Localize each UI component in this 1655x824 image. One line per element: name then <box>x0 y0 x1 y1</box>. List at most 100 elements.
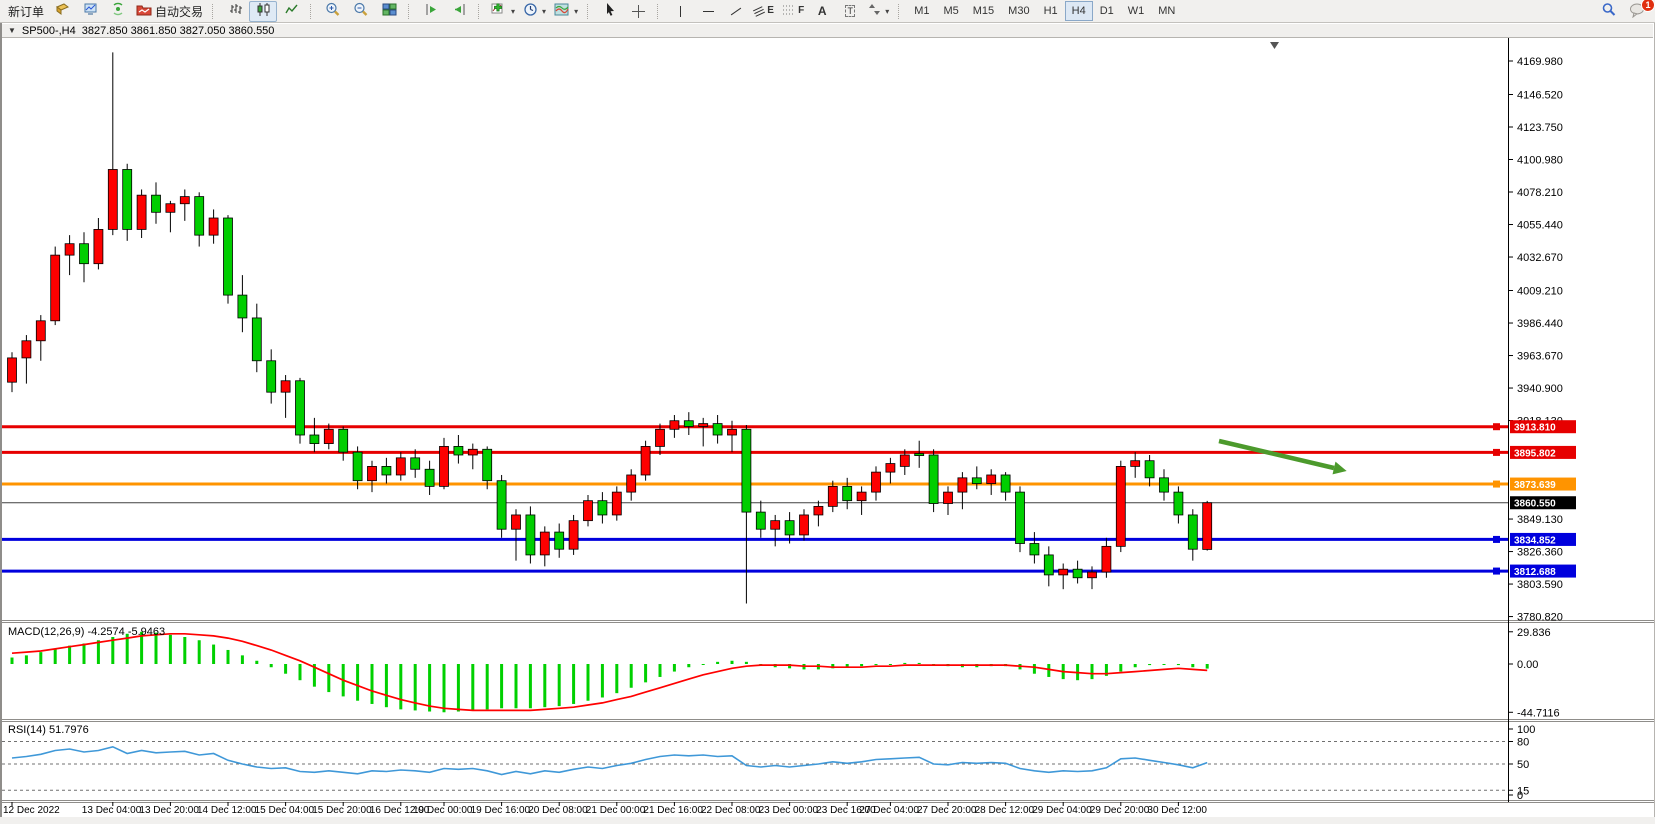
vertical-line-button[interactable] <box>666 1 694 22</box>
toolbar-separator <box>478 3 482 19</box>
macd-histogram-bar <box>903 662 907 664</box>
macd-histogram-bar <box>845 664 849 668</box>
line-handle[interactable] <box>1493 423 1500 431</box>
channel-button[interactable]: E <box>750 1 778 22</box>
periods-button[interactable]: ▾ <box>519 1 550 22</box>
autotrading-button[interactable]: 自动交易 <box>132 1 207 22</box>
candle-body <box>611 491 622 516</box>
macd-histogram-bar <box>428 664 432 712</box>
timeframe-m5[interactable]: M5 <box>943 5 959 17</box>
search-button[interactable] <box>1595 1 1623 22</box>
indicators-icon <box>491 2 507 20</box>
indicators-button[interactable]: ▾ <box>487 1 519 22</box>
timeframe-m15[interactable]: M15 <box>972 5 995 17</box>
market-watch-icon <box>83 2 98 20</box>
chevron-down-icon: ▼ <box>8 26 16 35</box>
candle-body <box>698 423 709 427</box>
market-watch-button[interactable] <box>76 1 104 22</box>
candle-body <box>539 531 550 556</box>
macd-histogram-bar <box>384 664 388 708</box>
chart-header[interactable]: ▼ SP500-,H4 3827.850 3861.850 3827.050 3… <box>2 24 1653 38</box>
candle-body <box>93 229 104 265</box>
fibonacci-button[interactable]: F <box>778 1 808 22</box>
candle-body <box>655 428 665 447</box>
candle-body <box>626 474 637 493</box>
price-tick-label: 4146.520 <box>1517 89 1563 101</box>
price-tick-label: 4078.210 <box>1517 187 1563 199</box>
chevron-down-icon: ▾ <box>542 6 547 16</box>
timeframe-m1[interactable]: M1 <box>914 5 930 17</box>
chart-shift-marker <box>1270 42 1279 49</box>
candle-body <box>482 448 493 482</box>
timeframe-m30[interactable]: M30 <box>1008 5 1030 17</box>
signals-button[interactable] <box>104 1 132 22</box>
trend-arrow-head[interactable] <box>1332 461 1347 475</box>
crosshair-button[interactable] <box>624 1 652 22</box>
text-button[interactable]: A <box>808 1 836 22</box>
templates-button[interactable]: ▾ <box>550 1 582 22</box>
line-handle[interactable] <box>1493 567 1500 575</box>
toolbar-separator <box>657 3 661 19</box>
candle-body <box>251 317 262 362</box>
notifications-button[interactable]: 1 <box>1623 0 1655 22</box>
bar-chart-button[interactable] <box>221 1 249 22</box>
chart-shift-button[interactable] <box>445 1 473 22</box>
journal-button[interactable] <box>48 1 76 22</box>
zoom-in-icon <box>325 2 341 21</box>
macd-histogram-bar <box>111 637 115 664</box>
cursor-button[interactable] <box>596 1 624 22</box>
date-tick-label: 23 Dec 16:00 <box>816 805 876 816</box>
line-handle[interactable] <box>1493 535 1500 543</box>
line-handle[interactable] <box>1493 448 1500 456</box>
zoom-out-button[interactable] <box>347 1 375 22</box>
macd-histogram-bar <box>255 660 259 664</box>
timeframe-h1[interactable]: H1 <box>1043 5 1058 17</box>
macd-histogram-bar <box>1032 664 1036 674</box>
auto-scroll-button[interactable] <box>417 1 445 22</box>
macd-histogram-bar <box>327 664 331 693</box>
candle-body <box>957 477 968 493</box>
macd-histogram-bar <box>96 640 100 664</box>
macd-histogram-bar <box>917 662 921 664</box>
macd-histogram-bar <box>716 661 720 664</box>
price-tick-label: 3826.360 <box>1517 547 1563 559</box>
shapes-button[interactable]: ▾ <box>864 1 893 22</box>
macd-histogram-bar <box>298 664 302 681</box>
line-chart-button[interactable] <box>277 1 305 22</box>
candle-body <box>165 203 176 213</box>
candle-body <box>856 491 867 502</box>
line-handle[interactable] <box>1493 480 1500 488</box>
zoom-in-button[interactable] <box>319 1 347 22</box>
timeframe-mn[interactable]: MN <box>1158 5 1176 17</box>
date-tick-label: 22 Dec 08:00 <box>701 805 761 816</box>
macd-histogram-bar <box>629 664 633 688</box>
candle-body <box>381 466 392 476</box>
date-tick-label: 15 Dec 20:00 <box>312 805 372 816</box>
macd-histogram-bar <box>168 634 172 664</box>
macd-histogram-bar <box>586 664 590 701</box>
horizontal-line-button[interactable] <box>694 1 722 22</box>
candle-body <box>1072 568 1083 579</box>
candle-body <box>683 420 694 427</box>
candle-body <box>1202 502 1213 550</box>
date-tick-label: 14 Dec 12:00 <box>197 805 257 816</box>
macd-histogram-bar <box>672 664 676 672</box>
trendline-button[interactable] <box>722 1 750 22</box>
timeframe-w1[interactable]: W1 <box>1127 5 1145 17</box>
text-label-button[interactable]: T <box>836 1 864 22</box>
shapes-icon <box>868 3 881 19</box>
candle-body <box>1000 474 1011 493</box>
candlestick-button[interactable] <box>249 0 278 22</box>
tile-windows-button[interactable] <box>375 1 403 22</box>
timeframe-h4[interactable]: H4 <box>1064 1 1093 21</box>
timeframe-d1[interactable]: D1 <box>1099 5 1114 17</box>
text-icon: A <box>817 4 827 18</box>
macd-histogram-bar <box>644 664 648 683</box>
trend-arrow-line[interactable] <box>1218 438 1335 471</box>
macd-histogram-bar <box>500 664 504 709</box>
new-order-button[interactable]: 新订单 <box>4 1 48 22</box>
candle-body <box>597 500 608 516</box>
candle-body <box>50 254 61 322</box>
journal-icon <box>55 2 70 20</box>
